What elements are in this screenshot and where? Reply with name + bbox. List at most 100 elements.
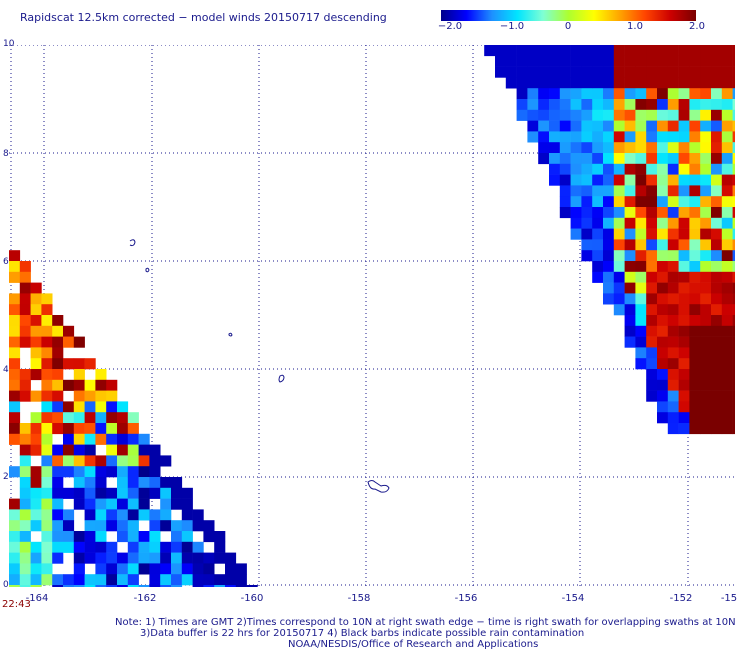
wind-cell — [63, 487, 75, 499]
wind-cell — [678, 131, 690, 143]
wind-cell — [657, 228, 669, 240]
wind-cell — [52, 531, 64, 543]
wind-cell — [549, 174, 561, 186]
wind-cell — [73, 401, 85, 413]
wind-cell — [689, 66, 701, 78]
wind-cell — [549, 131, 561, 143]
wind-cell — [570, 185, 582, 197]
wind-cell — [667, 174, 679, 186]
wind-cell — [9, 379, 21, 391]
wind-cell — [667, 228, 679, 240]
wind-cell — [19, 444, 31, 456]
wind-cell — [549, 163, 561, 175]
wind-cell — [624, 185, 636, 197]
wind-cell — [646, 336, 658, 348]
wind-cell — [52, 358, 64, 370]
wind-cell — [570, 153, 582, 165]
wind-cell — [95, 574, 107, 586]
wind-cell — [635, 358, 647, 370]
wind-cell — [30, 520, 42, 532]
wind-cell — [678, 45, 690, 57]
wind-cell — [635, 120, 647, 132]
wind-cell — [635, 347, 647, 359]
wind-cell — [667, 55, 679, 67]
wind-cell — [657, 120, 669, 132]
wind-cell — [657, 99, 669, 111]
wind-cell — [41, 444, 53, 456]
wind-cell — [689, 358, 701, 370]
wind-cell — [516, 109, 528, 121]
wind-cell — [711, 358, 723, 370]
wind-cell — [63, 358, 75, 370]
wind-cell — [30, 412, 42, 424]
wind-cell — [95, 563, 107, 575]
wind-cell — [52, 347, 64, 359]
wind-cell — [657, 45, 669, 57]
wind-cell — [559, 207, 571, 219]
wind-cell — [613, 207, 625, 219]
wind-cell — [678, 401, 690, 413]
wind-cell — [689, 379, 701, 391]
wind-cell — [127, 423, 139, 435]
wind-cell — [581, 45, 593, 57]
wind-cell — [657, 261, 669, 273]
wind-cell — [646, 315, 658, 327]
wind-cell — [30, 444, 42, 456]
wind-cell — [657, 315, 669, 327]
wind-cell — [9, 261, 21, 273]
wind-cell — [646, 250, 658, 262]
wind-cell — [603, 239, 615, 251]
island-outlines — [129, 239, 390, 493]
wind-cell — [613, 163, 625, 175]
wind-cell — [127, 412, 139, 424]
wind-cell — [30, 390, 42, 402]
wind-cell — [603, 250, 615, 262]
wind-cell — [689, 282, 701, 294]
wind-cell — [635, 99, 647, 111]
wind-cell — [721, 217, 733, 229]
wind-cell — [106, 487, 118, 499]
wind-cell — [732, 239, 735, 251]
island-outline — [278, 374, 285, 383]
wind-cell — [689, 250, 701, 262]
wind-cell — [559, 163, 571, 175]
wind-cell — [52, 401, 64, 413]
wind-cell — [19, 509, 31, 521]
wind-cell — [73, 541, 85, 553]
wind-cell — [95, 466, 107, 478]
wind-cell — [732, 228, 735, 240]
wind-cell — [657, 271, 669, 283]
wind-cell — [138, 466, 150, 478]
wind-cell — [149, 531, 161, 543]
wind-cell — [203, 552, 215, 564]
wind-cell — [689, 142, 701, 154]
wind-cell — [95, 401, 107, 413]
wind-cell — [646, 228, 658, 240]
wind-cell — [700, 120, 712, 132]
wind-cell — [581, 217, 593, 229]
wind-cell — [9, 563, 21, 575]
wind-cell — [160, 563, 172, 575]
wind-cell — [9, 347, 21, 359]
wind-cell — [138, 433, 150, 445]
wind-cell — [603, 261, 615, 273]
wind-cell — [192, 585, 204, 587]
wind-cell — [171, 574, 183, 586]
wind-cell — [700, 185, 712, 197]
colorbar-label-pos1: 1.0 — [627, 21, 643, 32]
wind-cell — [19, 433, 31, 445]
wind-cell — [689, 55, 701, 67]
wind-cell — [603, 185, 615, 197]
wind-cell — [657, 325, 669, 337]
wind-cell — [613, 261, 625, 273]
wind-cell — [149, 563, 161, 575]
wind-cell — [689, 325, 701, 337]
wind-cell — [732, 401, 735, 413]
wind-cell — [646, 77, 658, 89]
wind-cell — [678, 250, 690, 262]
wind-cell — [635, 304, 647, 316]
wind-cell — [19, 423, 31, 435]
wind-cell — [73, 531, 85, 543]
wind-cell — [592, 55, 604, 67]
wind-cell — [160, 552, 172, 564]
